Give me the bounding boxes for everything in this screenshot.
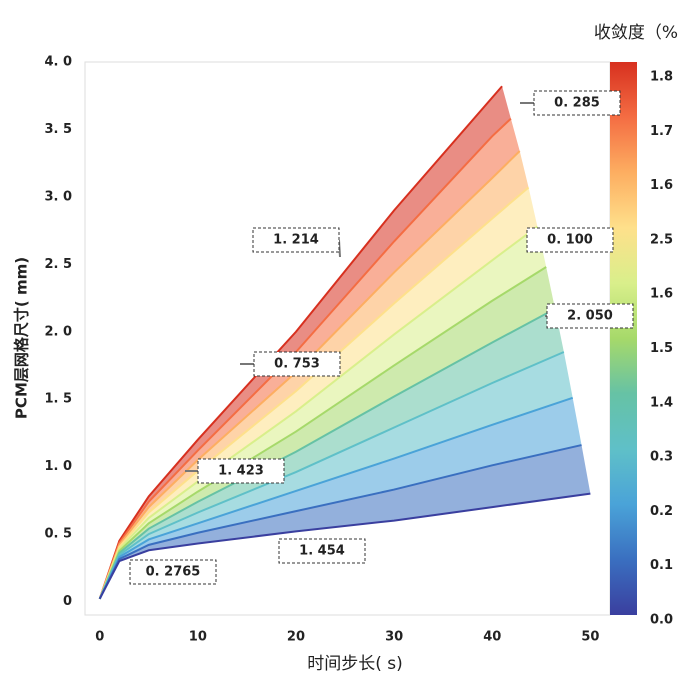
colorbar-label: 1.7 [650, 124, 673, 139]
curve [98, 351, 565, 600]
annotation-box [197, 458, 285, 484]
x-tick-label: 40 [483, 630, 501, 645]
curve [98, 186, 530, 600]
y-tick-label: 1. 0 [44, 459, 72, 474]
colorbar-label: 2.5 [650, 232, 673, 247]
annotation-box [129, 559, 217, 585]
colorbar-label: 1.5 [650, 341, 673, 356]
colorbar-label: 0.3 [650, 450, 673, 465]
band [99, 445, 591, 599]
y-tick-label: 1. 5 [44, 392, 72, 407]
band [99, 308, 564, 599]
colorbar-label: 1.4 [650, 395, 673, 410]
y-tick-label: 0 [63, 594, 72, 609]
x-tick-label: 50 [581, 630, 599, 645]
curve [98, 117, 512, 600]
annotation: 0. 100 [547, 233, 593, 248]
annotation: 0. 285 [554, 96, 600, 111]
annotation: 1. 423 [218, 464, 264, 479]
annotation-box [533, 90, 621, 116]
x-axis-label: 时间步长( s) [307, 654, 403, 674]
annotation-box [253, 351, 341, 377]
band [99, 151, 529, 599]
colorbar-label: 0.2 [650, 504, 673, 519]
curve [98, 444, 582, 600]
annotation-box [278, 538, 366, 564]
annotation: 1. 454 [299, 544, 345, 559]
annotation: 0. 753 [274, 357, 320, 372]
annotation: 1. 214 [273, 233, 319, 248]
curve [98, 85, 503, 600]
band [99, 397, 582, 599]
colorbar-label: 1.6 [650, 178, 673, 193]
y-tick-label: 3. 5 [44, 122, 72, 137]
annotation-box [526, 227, 614, 253]
y-axis-label: PCM层网格尺寸( mm) [13, 257, 31, 419]
band [99, 86, 511, 599]
colorbar-label: 1.8 [650, 70, 673, 85]
x-tick-label: 0 [95, 630, 104, 645]
x-tick-label: 10 [189, 630, 207, 645]
band [99, 267, 556, 599]
y-tick-label: 4. 0 [44, 55, 72, 70]
annotation-box [252, 227, 340, 253]
y-tick-label: 2. 0 [44, 324, 72, 339]
annotation: 2. 050 [567, 309, 613, 324]
curve [98, 150, 521, 600]
annotation-box [546, 303, 634, 329]
curve [98, 396, 574, 600]
colorbar-label: 1.6 [650, 287, 673, 302]
colorbar [610, 62, 637, 615]
x-tick-label: 20 [287, 630, 305, 645]
y-tick-label: 3. 0 [44, 189, 72, 204]
colorbar-label: 0.1 [650, 558, 673, 573]
band [99, 118, 520, 599]
colorbar-title: 收敛度（% [594, 23, 678, 43]
colorbar-label: 0.0 [650, 613, 673, 628]
annotation: 0. 2765 [146, 565, 201, 580]
curve [98, 225, 538, 600]
y-tick-label: 2. 5 [44, 257, 72, 272]
curve [98, 492, 591, 600]
x-tick-label: 30 [385, 630, 403, 645]
band [99, 351, 573, 599]
y-tick-label: 0. 5 [44, 527, 72, 542]
